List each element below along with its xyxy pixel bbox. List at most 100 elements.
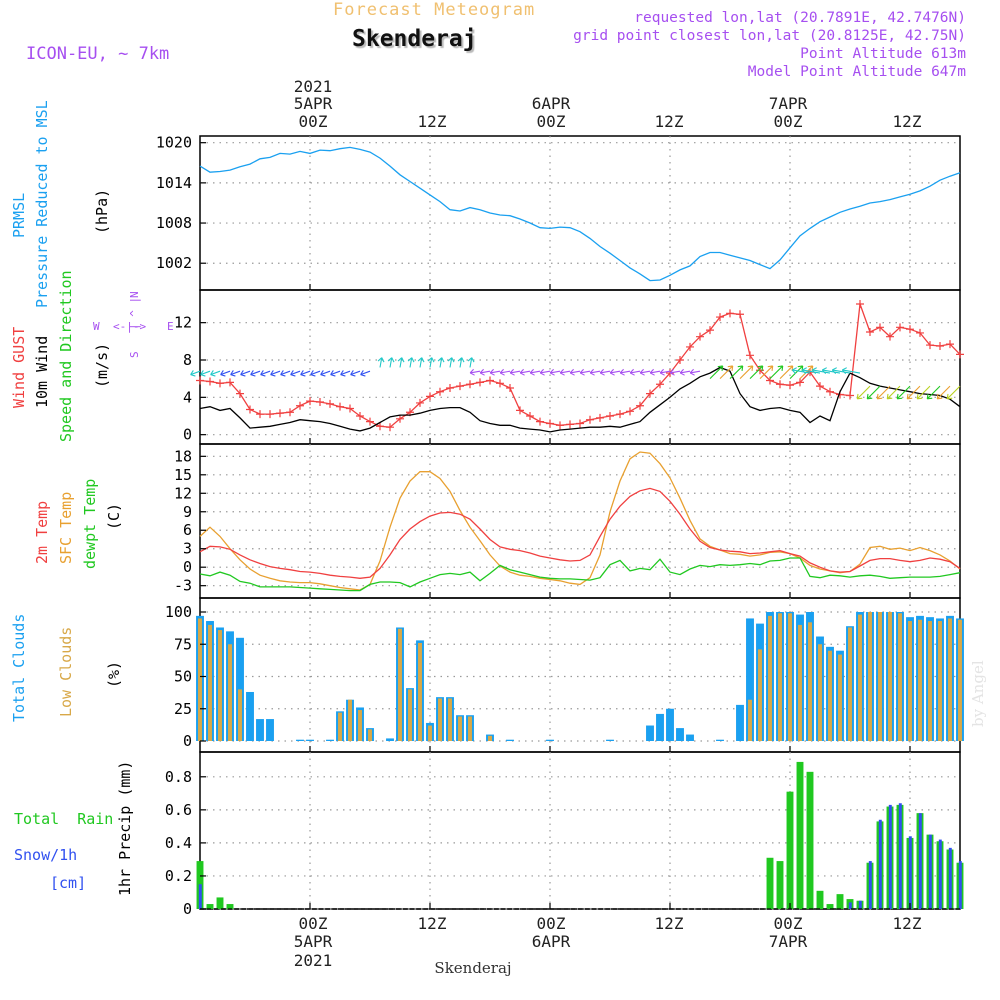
wind-gust-marker xyxy=(546,419,554,428)
wind-direction-arrowhead xyxy=(649,368,655,376)
wind-gust-marker xyxy=(206,377,214,386)
temp-ytick-label: 6 xyxy=(183,521,192,539)
wind-direction-arrow xyxy=(660,370,671,374)
wind-gust-marker xyxy=(276,409,284,418)
wind-gust-marker xyxy=(256,410,264,419)
wind-gust-marker xyxy=(566,420,574,429)
wind-direction-arrowhead xyxy=(377,357,385,363)
temp-ytick-label: 12 xyxy=(174,484,192,502)
rain-bar xyxy=(796,761,804,909)
wind-direction-arrow xyxy=(520,370,531,374)
low-cloud-bar xyxy=(198,618,202,741)
wind-direction-arrow xyxy=(769,365,784,380)
wind-direction-arrow xyxy=(580,370,591,374)
wind-gust-marker xyxy=(576,419,584,428)
wind-gust-marker xyxy=(216,379,224,388)
wind-direction-arrow xyxy=(260,370,271,376)
wind-direction-arrowhead xyxy=(220,370,226,377)
wind-direction-arrow xyxy=(480,370,491,374)
wind-gust-marker xyxy=(506,384,514,392)
total-cloud-bar xyxy=(296,739,304,741)
wind-direction-arrowhead xyxy=(290,370,296,377)
rain-bar xyxy=(816,890,824,909)
wind-direction-arrowhead xyxy=(240,370,246,377)
low-cloud-bar xyxy=(918,619,922,741)
total-cloud-bar xyxy=(246,691,254,741)
t2m-line xyxy=(199,487,961,579)
wind-gust-marker xyxy=(786,381,794,390)
wind-direction-arrow xyxy=(749,365,764,380)
total-cloud-bar xyxy=(746,618,754,741)
wind-direction-arrowhead xyxy=(200,370,206,377)
wind-gust-label: Wind GUST xyxy=(10,327,28,408)
wind-direction-arrow xyxy=(530,370,541,374)
low-cloud-bar xyxy=(748,699,752,741)
wind-direction-arrow xyxy=(190,370,201,376)
low-cloud-bar xyxy=(938,621,942,741)
wind-direction-arrow xyxy=(470,370,481,374)
wind-direction-arrowhead xyxy=(519,368,525,376)
wind-direction-arrow xyxy=(779,365,794,380)
snow-bar xyxy=(938,839,942,909)
temp-panel-frame xyxy=(199,443,961,599)
low-cloud-bar xyxy=(888,612,892,741)
low-cloud-bar xyxy=(958,619,962,741)
gridpoint-coords: grid point closest lon,lat (20.8125E, 42… xyxy=(573,28,966,44)
wind-gust-marker xyxy=(456,382,464,391)
wind-direction-arrowhead xyxy=(866,393,873,400)
total-cloud-bar xyxy=(546,739,554,741)
wind-direction-arrowhead xyxy=(807,365,814,371)
pressure-label-prmsl: PRMSL xyxy=(10,193,28,238)
compass-s: S xyxy=(128,351,141,358)
wind-direction-arrowhead xyxy=(737,365,744,371)
wind-direction-arrowhead xyxy=(791,367,797,374)
wind-gust-marker xyxy=(376,422,384,431)
total-cloud-bar xyxy=(716,739,724,741)
cloud-ytick-label: 50 xyxy=(174,668,192,686)
wind-direction-arrow xyxy=(789,365,804,380)
wind-direction-arrowhead xyxy=(801,367,807,374)
wind-direction-arrow xyxy=(670,370,681,374)
temp-ytick-label: 0 xyxy=(183,558,192,576)
rain-bar xyxy=(776,861,784,909)
cloud-panel-frame xyxy=(199,597,961,753)
wind-gust-marker xyxy=(326,399,334,408)
wind-speed-line xyxy=(199,366,961,433)
wind-gust-marker xyxy=(596,413,604,422)
cloud-total-label: Total Clouds xyxy=(10,614,28,722)
total-cloud-bar xyxy=(686,734,694,741)
cloud-unit: (%) xyxy=(105,661,123,688)
wind-10m-label: 10m Wind xyxy=(33,336,51,408)
wind-direction-arrow xyxy=(832,369,851,374)
wind-direction-arrow xyxy=(320,370,331,376)
wind-direction-arrow xyxy=(360,370,371,376)
wind-gust-marker xyxy=(706,326,714,335)
wind-direction-arrow xyxy=(330,370,341,376)
wind-gust-marker xyxy=(756,366,764,375)
snow-bar xyxy=(848,902,852,909)
low-cloud-bar xyxy=(228,644,232,741)
bottom-tick-3: 12Z xyxy=(655,914,684,933)
wind-direction-arrowhead xyxy=(777,365,784,371)
wind-direction-arrow xyxy=(600,370,611,374)
wind-direction-arrow xyxy=(490,370,501,374)
wind-direction-arrow xyxy=(866,385,881,400)
wind-gust-marker xyxy=(416,398,424,407)
low-cloud-bar xyxy=(428,725,432,741)
wind-gust-marker xyxy=(436,387,444,396)
wind-direction-arrowhead xyxy=(447,357,455,363)
low-cloud-bar xyxy=(358,710,362,741)
cloud-ytick-label: 100 xyxy=(165,603,192,621)
wind-gust-marker xyxy=(236,389,244,398)
wind-direction-arrowhead xyxy=(320,370,326,377)
wind-gust-marker xyxy=(396,414,404,423)
wind-gust-marker xyxy=(776,380,784,389)
wind-direction-arrowhead xyxy=(489,368,495,376)
wind-direction-arrow xyxy=(250,370,261,376)
wind-direction-arrowhead xyxy=(727,365,734,371)
total-cloud-bar xyxy=(306,739,314,741)
wind-direction-arrowhead xyxy=(579,368,585,376)
wind-direction-arrowhead xyxy=(210,370,216,377)
wind-direction-arrowhead xyxy=(499,368,505,376)
precip-ytick-label: 0.8 xyxy=(165,768,192,786)
